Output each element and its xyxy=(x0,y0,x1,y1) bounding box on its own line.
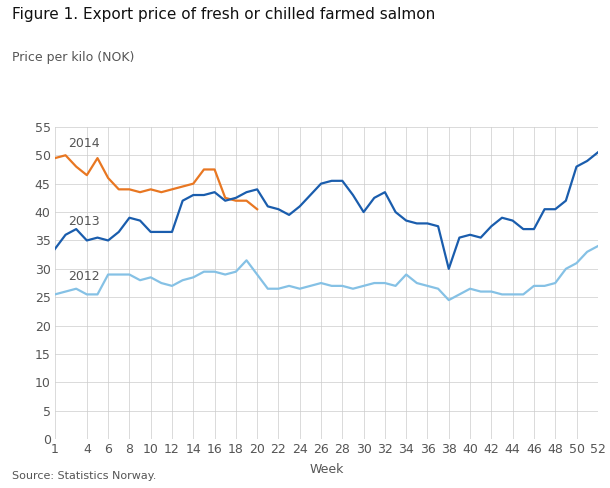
Text: Price per kilo (NOK): Price per kilo (NOK) xyxy=(12,51,135,64)
Text: 2014: 2014 xyxy=(68,137,99,150)
Text: 2013: 2013 xyxy=(68,215,99,227)
Text: 2012: 2012 xyxy=(68,270,99,283)
X-axis label: Week: Week xyxy=(309,463,343,476)
Text: Figure 1. Export price of fresh or chilled farmed salmon: Figure 1. Export price of fresh or chill… xyxy=(12,7,436,22)
Text: Source: Statistics Norway.: Source: Statistics Norway. xyxy=(12,471,157,481)
